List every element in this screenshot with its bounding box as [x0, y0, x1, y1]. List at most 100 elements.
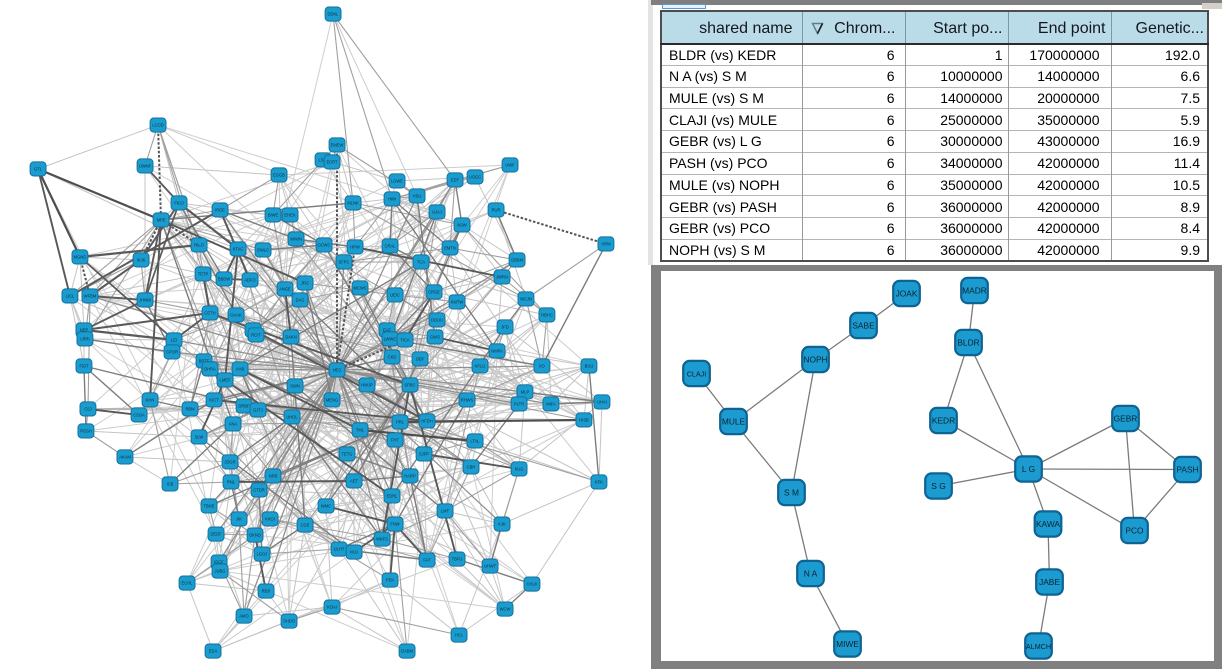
svg-text:WKFS: WKFS	[376, 537, 388, 542]
svg-text:KOAI: KOAI	[327, 605, 337, 610]
svg-text:PGSH: PGSH	[80, 429, 92, 434]
svg-text:TETP: TETP	[198, 272, 209, 277]
svg-text:CETH: CETH	[204, 311, 215, 316]
svg-text:NMPA: NMPA	[491, 349, 503, 354]
svg-text:SPBC: SPBC	[404, 383, 415, 388]
svg-text:CLAJI: CLAJI	[687, 370, 707, 379]
svg-text:GEBR: GEBR	[1114, 414, 1138, 424]
svg-text:KUG: KUG	[515, 467, 524, 472]
svg-text:SLW: SLW	[195, 435, 204, 440]
svg-text:GBBM: GBBM	[511, 258, 524, 263]
svg-text:HARP: HARP	[404, 474, 416, 479]
svg-text:HSU: HSU	[413, 194, 422, 199]
svg-text:KFK: KFK	[595, 480, 603, 485]
svg-text:HISB: HISB	[579, 418, 589, 423]
svg-text:CGE: CGE	[301, 523, 310, 528]
svg-text:UEIC: UEIC	[390, 293, 400, 298]
svg-text:ANGE: ANGE	[279, 287, 291, 292]
svg-text:TBNE: TBNE	[204, 504, 215, 509]
svg-text:BPTF: BPTF	[199, 359, 210, 364]
svg-text:LCOD: LCOD	[152, 123, 163, 128]
svg-text:LRRI: LRRI	[80, 337, 89, 342]
svg-text:MLNK: MLNK	[347, 201, 359, 206]
svg-text:RUR: RUR	[492, 208, 501, 213]
svg-text:JABE: JABE	[1039, 577, 1060, 587]
svg-text:TML: TML	[356, 428, 365, 433]
svg-text:GJTJ: GJTJ	[253, 408, 263, 413]
svg-text:DEDF: DEDF	[210, 532, 222, 537]
svg-text:LGWE: LGWE	[391, 179, 403, 184]
svg-text:KEDR: KEDR	[932, 416, 955, 426]
svg-text:FHT: FHT	[391, 438, 399, 443]
svg-text:DOUU: DOUU	[431, 318, 443, 323]
svg-text:HBHC: HBHC	[541, 313, 553, 318]
svg-text:GTL: GTL	[34, 167, 43, 172]
svg-text:EAF: EAF	[383, 328, 391, 333]
svg-text:HEG: HEG	[333, 368, 342, 373]
svg-text:MULE: MULE	[722, 417, 746, 427]
svg-text:JOAK: JOAK	[896, 289, 918, 299]
svg-text:EMTN: EMTN	[444, 246, 456, 251]
svg-text:TETG: TETG	[342, 452, 353, 457]
svg-text:DHRA: DHRA	[204, 367, 216, 372]
svg-text:RNL: RNL	[227, 480, 236, 485]
svg-text:RILO: RILO	[194, 243, 204, 248]
svg-text:S M: S M	[784, 488, 799, 498]
svg-text:NOPH: NOPH	[803, 355, 827, 365]
svg-text:ULHT: ULHT	[334, 547, 345, 552]
svg-text:OJJ: OJJ	[84, 407, 91, 412]
svg-text:KTAC: KTAC	[233, 247, 244, 252]
svg-text:JWRN: JWRN	[496, 275, 508, 280]
svg-text:WCJN: WCJN	[520, 297, 532, 302]
svg-text:BUU: BUU	[585, 364, 594, 369]
svg-text:PLTR: PLTR	[514, 402, 524, 407]
svg-text:LSIU: LSIU	[318, 158, 327, 163]
svg-text:SHDO: SHDO	[283, 619, 295, 624]
svg-text:GWO: GWO	[430, 335, 440, 340]
svg-text:EGGB: EGGB	[273, 173, 285, 178]
svg-text:WIWN: WIWN	[290, 237, 302, 242]
svg-text:FNW: FNW	[390, 522, 399, 527]
svg-text:KAWA: KAWA	[1036, 519, 1060, 529]
svg-text:HCL: HCL	[455, 633, 464, 638]
svg-text:UHAI: UHAI	[597, 400, 607, 405]
svg-text:TICA: TICA	[400, 338, 410, 343]
svg-text:MJJ: MJJ	[350, 550, 358, 555]
svg-text:CPOR: CPOR	[166, 350, 178, 355]
svg-text:N A: N A	[804, 569, 818, 579]
svg-text:MENG: MENG	[326, 398, 338, 403]
svg-text:JFIC: JFIC	[301, 281, 310, 286]
svg-text:MADR: MADR	[962, 286, 987, 296]
svg-text:CRAL: CRAL	[385, 244, 397, 249]
svg-text:RHWS: RHWS	[461, 398, 474, 403]
svg-text:IKJK: IKJK	[137, 258, 146, 263]
svg-text:OKND: OKND	[249, 533, 261, 538]
svg-text:KMTW: KMTW	[451, 300, 464, 305]
svg-text:IIO: IIO	[539, 364, 544, 369]
svg-text:JIK: JIK	[236, 517, 242, 522]
svg-text:DRBF: DRBF	[238, 404, 250, 409]
svg-text:MJW: MJW	[457, 223, 466, 228]
svg-text:CTDR: CTDR	[253, 488, 264, 493]
svg-text:WMC: WMC	[321, 504, 331, 509]
svg-text:LICL: LICL	[66, 294, 75, 299]
svg-text:RCIT: RCIT	[251, 333, 261, 338]
svg-text:FKJJ: FKJJ	[174, 201, 183, 206]
svg-text:MCWS: MCWS	[354, 286, 367, 291]
svg-text:L G: L G	[1022, 464, 1035, 474]
svg-text:NFLG: NFLG	[475, 364, 486, 369]
svg-text:MIFA: MIFA	[546, 402, 556, 407]
svg-text:LGOJ: LGOJ	[257, 552, 268, 557]
svg-text:EHEK: EHEK	[284, 213, 295, 218]
svg-text:OWLC: OWLC	[257, 248, 269, 253]
svg-text:ICB: ICB	[167, 482, 174, 487]
svg-text:OAAK: OAAK	[230, 313, 242, 318]
svg-text:UWF: UWF	[505, 163, 515, 168]
svg-text:NEP: NEP	[80, 328, 89, 333]
svg-text:ALMCH: ALMCH	[1026, 642, 1051, 651]
svg-text:IDCF: IDCF	[214, 560, 224, 565]
svg-text:DABM: DABM	[401, 649, 413, 654]
svg-text:CSOA: CSOA	[133, 413, 145, 418]
svg-text:S G: S G	[931, 481, 945, 491]
svg-text:LTAL: LTAL	[470, 439, 480, 444]
